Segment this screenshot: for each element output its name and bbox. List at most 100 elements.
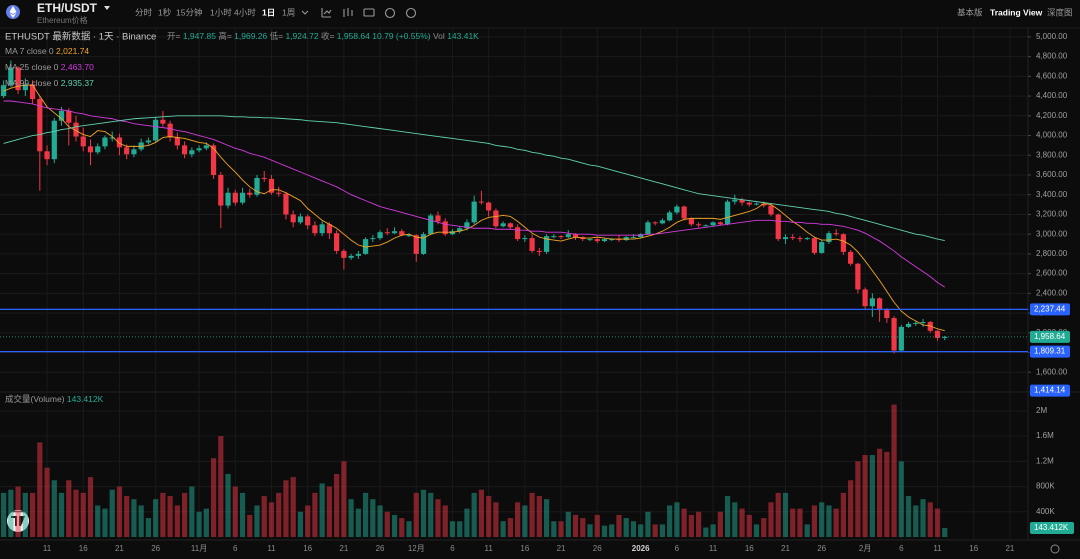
symbol[interactable]: ETH/USDT (37, 1, 98, 15)
x-tick-label: 21 (1005, 544, 1014, 553)
y-tick-label: 4,000.00 (1036, 131, 1068, 140)
interval-button[interactable]: 1小时 (210, 7, 232, 17)
y-tick-label: 3,400.00 (1036, 190, 1068, 199)
candle-body (905, 323, 912, 327)
candle-body (22, 84, 28, 91)
ma-legend: MA 7 close 0 2,021.74 (5, 46, 89, 56)
candle-body (8, 67, 14, 86)
ohlc-key: 收= (321, 31, 335, 41)
candle-body (196, 148, 202, 151)
volume-bar (312, 492, 318, 537)
x-tick-label: 16 (520, 544, 529, 553)
candle-body (855, 263, 861, 290)
candle-body (884, 310, 890, 319)
candle-body (471, 201, 477, 223)
candle-body (305, 216, 311, 226)
ohlc-legend: 开= 1,947.85 高= 1,969.26 低= 1,924.72 收= 1… (167, 31, 479, 41)
candle-body (790, 237, 796, 239)
view-tab[interactable]: 基本版 (957, 7, 983, 17)
candle-body (515, 227, 521, 240)
volume-bar (543, 499, 550, 537)
candle-body (710, 222, 716, 226)
candle-body (116, 137, 123, 148)
volume-bar (435, 499, 441, 537)
vol-value: 143.41K (447, 31, 479, 41)
volume-bar (804, 524, 810, 537)
candle-body (681, 206, 687, 219)
volume-bar (934, 508, 941, 537)
candle-body (29, 84, 36, 100)
chart-type-icon[interactable] (343, 8, 353, 17)
candle-body (927, 321, 933, 331)
y-tick-label: 2,800.00 (1036, 249, 1068, 258)
candle-body (312, 225, 318, 234)
candle-body (326, 224, 333, 234)
interval-button[interactable]: 15分钟 (176, 7, 202, 17)
volume-bar (819, 502, 825, 537)
candle-body (348, 255, 354, 258)
candle-body (609, 239, 615, 241)
view-tab[interactable]: Trading View (990, 7, 1043, 17)
symbol-dropdown[interactable] (104, 6, 110, 10)
candle-body (630, 237, 637, 239)
volume-tick-label: 1.2M (1036, 456, 1054, 465)
candle-body (587, 239, 593, 241)
volume-bar (638, 524, 644, 537)
interval-button[interactable]: 1周 (282, 7, 295, 17)
volume-bar (695, 511, 702, 537)
candle-body (58, 110, 65, 121)
volume-bar (551, 521, 557, 537)
candle-body (565, 234, 571, 238)
volume-bar (710, 524, 716, 537)
interval-button[interactable]: 4小时 (234, 7, 256, 17)
interval-button[interactable]: 1日 (262, 7, 275, 17)
y-tick-label: 4,400.00 (1036, 91, 1068, 100)
volume-bar (362, 492, 369, 537)
candle-body (174, 137, 180, 146)
settings-icon[interactable] (405, 7, 417, 19)
candle-body (203, 145, 209, 149)
candle-body (920, 321, 926, 323)
volume-bar (616, 514, 622, 537)
y-tick-label: 4,600.00 (1036, 71, 1068, 80)
x-tick-label: 26 (151, 544, 160, 553)
candle-body (442, 221, 448, 235)
candle-body (638, 234, 644, 238)
candle-body (370, 238, 376, 240)
add-icon[interactable] (384, 7, 396, 19)
interval-dropdown[interactable] (301, 10, 309, 15)
volume-bar (189, 486, 195, 537)
candle-body (876, 298, 883, 311)
candle-body (768, 205, 774, 215)
volume-bar (449, 521, 456, 537)
indicator-icon[interactable] (321, 8, 332, 18)
ma-line (3, 100, 945, 288)
screenshot-icon[interactable] (363, 8, 375, 17)
x-tick-label: 6 (450, 544, 455, 553)
candle-body (355, 253, 361, 256)
interval-button[interactable]: 分时 (135, 7, 153, 17)
volume-bar (768, 502, 774, 537)
change: 10.79 (+0.55%) (372, 31, 431, 41)
volume-bar (891, 404, 897, 537)
volume-tick-label: 400K (1036, 507, 1055, 516)
volume-bar (210, 458, 217, 537)
volume-bar (109, 489, 115, 537)
candle-body (51, 120, 57, 160)
x-tick-label: 11 (43, 544, 52, 553)
candle-body (428, 215, 434, 235)
volume-bar (659, 524, 666, 537)
axis-marker-box (1030, 384, 1070, 397)
candle-body (377, 232, 383, 239)
candle-body (319, 224, 325, 234)
candle-body (674, 206, 680, 213)
interval-button[interactable]: 1秒 (158, 7, 172, 17)
ohlc-value: 1,969.26 (234, 31, 267, 41)
view-tab[interactable]: 深度图 (1047, 7, 1073, 17)
volume-bar (623, 518, 629, 537)
volume-bar (609, 524, 615, 537)
volume-tick-label: 800K (1036, 482, 1055, 491)
y-tick-label: 5,000.00 (1036, 32, 1068, 41)
axis-settings[interactable] (1050, 544, 1060, 554)
